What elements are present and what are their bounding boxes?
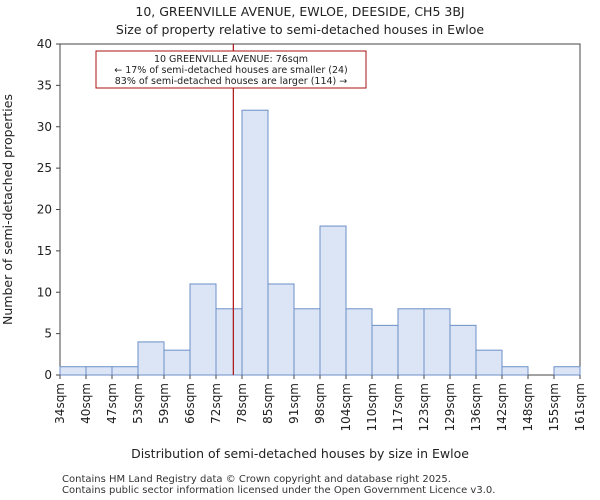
y-tick-label: 30: [37, 120, 52, 134]
bar: [449, 324, 477, 376]
x-tick-label: 161sqm: [573, 383, 587, 431]
x-tick-label: 91sqm: [287, 383, 301, 424]
bar: [215, 308, 243, 376]
y-tick-label: 0: [44, 368, 52, 382]
bar: [397, 308, 425, 376]
annotation-line: 83% of semi-detached houses are larger (…: [115, 76, 348, 87]
x-tick-label: 98sqm: [313, 383, 327, 424]
bar: [293, 308, 321, 376]
bar: [345, 308, 373, 376]
y-axis-label: Number of semi-detached properties: [0, 94, 15, 325]
chart-subtitle: Size of property relative to semi-detach…: [115, 22, 485, 37]
bar: [189, 283, 217, 376]
x-tick-label: 117sqm: [391, 383, 405, 431]
x-tick-label: 40sqm: [79, 383, 93, 424]
x-tick-label: 85sqm: [261, 383, 275, 424]
x-axis-label: Distribution of semi-detached houses by …: [131, 446, 469, 461]
x-tick-label: 66sqm: [183, 383, 197, 424]
bar: [59, 366, 87, 376]
x-tick-label: 129sqm: [443, 383, 457, 431]
x-tick-label: 34sqm: [53, 383, 67, 424]
y-tick-label: 10: [37, 285, 52, 299]
y-tick-label: 20: [37, 203, 52, 217]
y-tick-label: 40: [37, 37, 52, 51]
y-tick-label: 5: [44, 327, 52, 341]
chart-title: 10, GREENVILLE AVENUE, EWLOE, DEESIDE, C…: [135, 4, 465, 19]
annotation-line: ← 17% of semi-detached houses are smalle…: [114, 65, 348, 76]
x-tick-label: 123sqm: [417, 383, 431, 431]
x-tick-label: 148sqm: [521, 383, 535, 431]
x-tick-label: 142sqm: [495, 383, 509, 431]
bar: [501, 366, 529, 376]
y-tick-label: 15: [37, 244, 52, 258]
bar: [241, 109, 269, 376]
annotation-box: [95, 50, 367, 89]
x-tick-label: 136sqm: [469, 383, 483, 431]
footer-licence: Contains public sector information licen…: [62, 485, 496, 496]
annotation-line: 10 GREENVILLE AVENUE: 76sqm: [154, 54, 308, 65]
bar: [319, 225, 347, 376]
x-tick-label: 53sqm: [131, 383, 145, 424]
bar: [423, 308, 451, 376]
x-tick-label: 110sqm: [365, 383, 379, 431]
x-tick-label: 78sqm: [235, 383, 249, 424]
footer-copyright: Contains HM Land Registry data © Crown c…: [62, 474, 451, 485]
bar: [475, 349, 503, 376]
bar: [371, 324, 399, 376]
bar: [553, 366, 581, 376]
x-tick-label: 72sqm: [209, 383, 223, 424]
bar: [163, 349, 191, 376]
x-tick-label: 59sqm: [157, 383, 171, 424]
bar: [267, 283, 295, 376]
y-tick-label: 35: [37, 78, 52, 92]
x-tick-label: 47sqm: [105, 383, 119, 424]
bar: [137, 341, 165, 376]
x-tick-label: 104sqm: [339, 383, 353, 431]
bar: [85, 366, 113, 376]
bar: [111, 366, 139, 376]
x-tick-label: 155sqm: [547, 383, 561, 431]
y-tick-label: 25: [37, 161, 52, 175]
